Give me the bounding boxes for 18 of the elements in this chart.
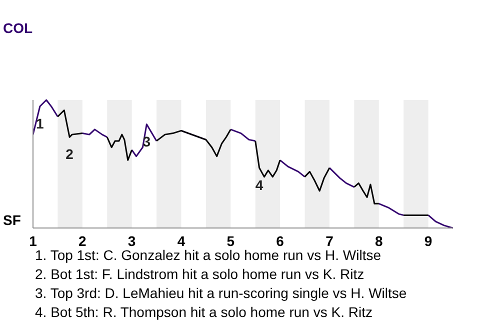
annotation: 4 [255,176,264,193]
x-tick-label: 2 [78,232,87,249]
text: SF [3,212,21,228]
annotation: 1 [36,115,44,132]
x-tick-label: 8 [374,232,383,249]
text: COL [3,20,33,36]
text: 3. Top 3rd: D. LeMahieu hit a run-scoring single vs H. Wiltse [35,284,407,303]
x-tick-label: 3 [128,232,136,249]
x-tick-label: 1 [29,232,38,249]
annotation: 2 [66,146,74,162]
x-tick-label: 4 [177,232,186,249]
x-tick-label: 9 [424,232,432,249]
x-tick-label: 5 [226,232,235,249]
text: 1. Top 1st: C. Gonzalez hit a solo home run vs H. Wiltse [35,246,382,265]
x-tick-label: 6 [276,232,284,249]
text: 2. Bot 1st: F. Lindstrom hit a solo home run vs K. Ritz [35,265,366,284]
text: 4. Bot 5th: R. Thompson hit a solo home run vs K. Ritz [35,303,374,320]
x-tick-label: 7 [326,232,334,249]
